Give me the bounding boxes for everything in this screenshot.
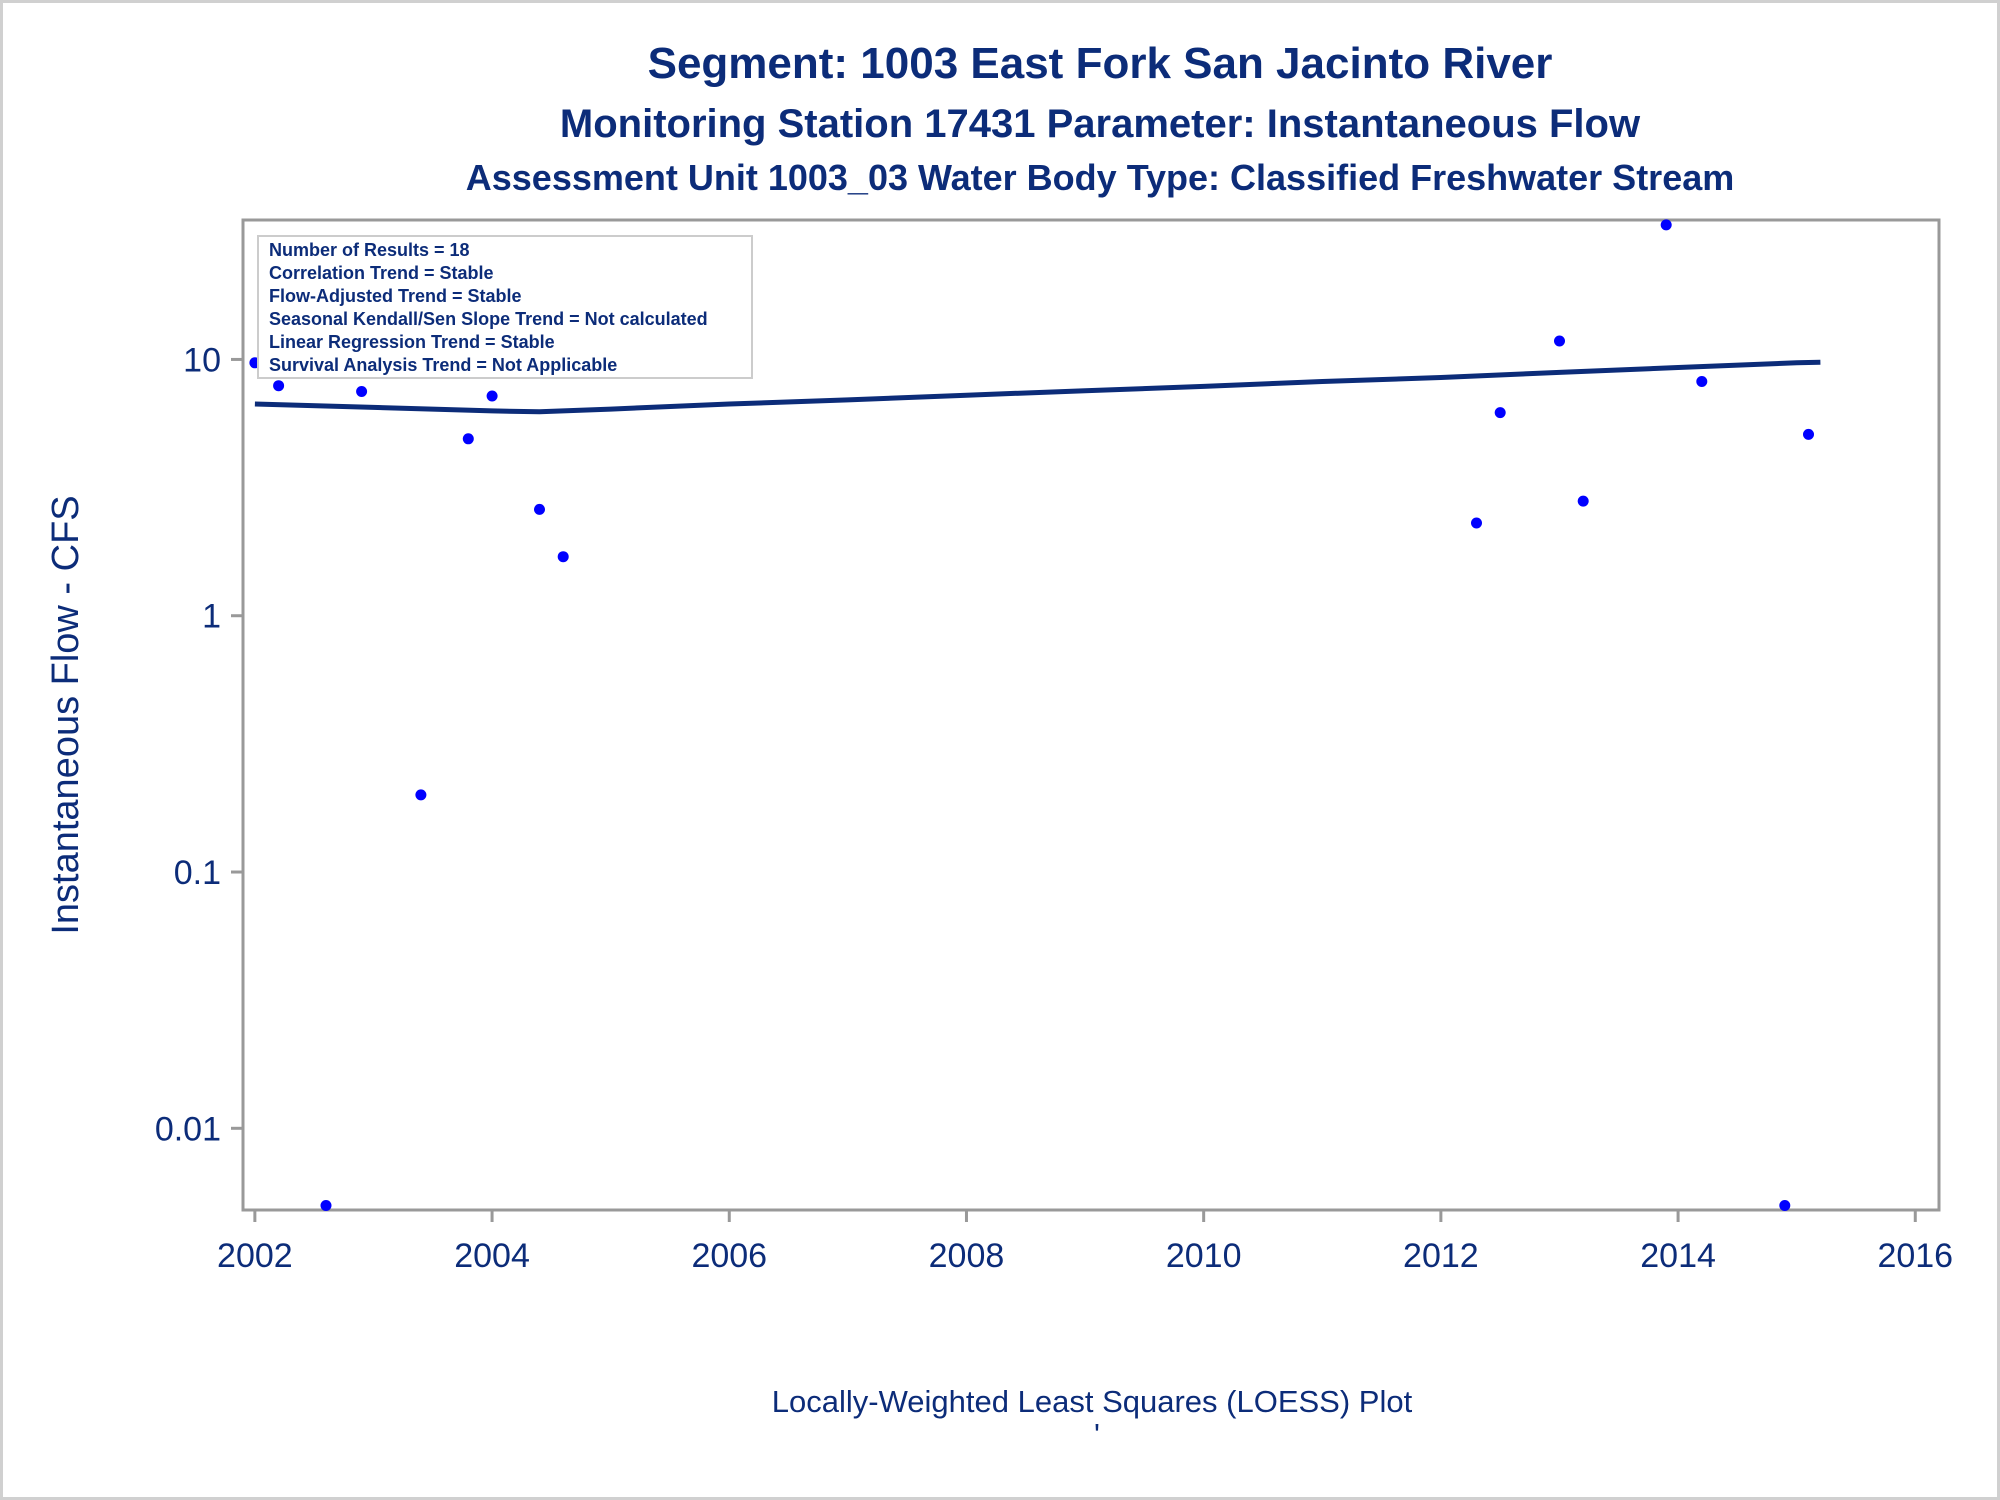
y-axis: 0.01 0.1 1 10 — [155, 341, 243, 1148]
y-tick-label: 0.01 — [155, 1110, 221, 1148]
x-tick-label: 2012 — [1403, 1237, 1479, 1275]
x-tick-label: 2008 — [929, 1237, 1005, 1275]
chart-subtitle-assessment: Assessment Unit 1003_03 Water Body Type:… — [466, 157, 1735, 198]
data-point — [534, 503, 545, 515]
footer-mark: ' — [1094, 1417, 1100, 1452]
data-point — [1779, 1200, 1791, 1211]
data-point — [1660, 219, 1672, 231]
x-tick-label: 2014 — [1640, 1237, 1716, 1275]
x-tick-label: 2002 — [217, 1237, 293, 1275]
data-point — [1494, 407, 1506, 419]
loess-layer — [254, 359, 1821, 415]
data-point — [1554, 335, 1565, 347]
data-point — [356, 386, 368, 397]
loess-line — [254, 359, 1821, 415]
y-tick-label: 1 — [202, 598, 221, 636]
stats-box: Number of Results = 18 Correlation Trend… — [257, 235, 753, 379]
data-point — [462, 433, 474, 445]
data-point — [273, 380, 285, 392]
stats-box-frame — [257, 235, 753, 379]
stats-line: Flow-Adjusted Trend = Stable — [269, 286, 522, 306]
stats-line: Number of Results = 18 — [269, 240, 470, 260]
data-point — [1696, 376, 1708, 387]
data-point — [1577, 495, 1589, 507]
chart-subtitle-station: Monitoring Station 17431 Parameter: Inst… — [560, 102, 1641, 146]
x-tick-label: 2010 — [1166, 1237, 1242, 1275]
data-point — [1471, 517, 1482, 529]
data-point — [557, 551, 569, 563]
data-point — [486, 390, 498, 402]
data-point — [415, 789, 427, 801]
x-tick-label: 2016 — [1877, 1237, 1953, 1275]
x-axis: 2002 2004 2006 2008 2010 2012 2014 2016 — [217, 1210, 1953, 1275]
stats-line: Seasonal Kendall/Sen Slope Trend = Not c… — [269, 309, 708, 329]
data-point — [320, 1200, 332, 1211]
plot-area — [241, 218, 1941, 1212]
chart-title: Segment: 1003 East Fork San Jacinto Rive… — [648, 39, 1553, 88]
data-point — [1803, 428, 1814, 440]
y-tick-label: 0.1 — [174, 854, 221, 892]
x-tick-label: 2004 — [454, 1237, 530, 1275]
plot-caption: Locally-Weighted Least Squares (LOESS) P… — [772, 1384, 1413, 1419]
stats-line: Linear Regression Trend = Stable — [269, 332, 555, 352]
y-tick-label: 10 — [183, 341, 221, 379]
stats-line: Survival Analysis Trend = Not Applicable — [269, 355, 617, 375]
stats-line: Correlation Trend = Stable — [269, 263, 494, 283]
y-axis-title: Instantaneous Flow - CFS — [45, 495, 87, 934]
x-tick-label: 2006 — [691, 1237, 767, 1275]
